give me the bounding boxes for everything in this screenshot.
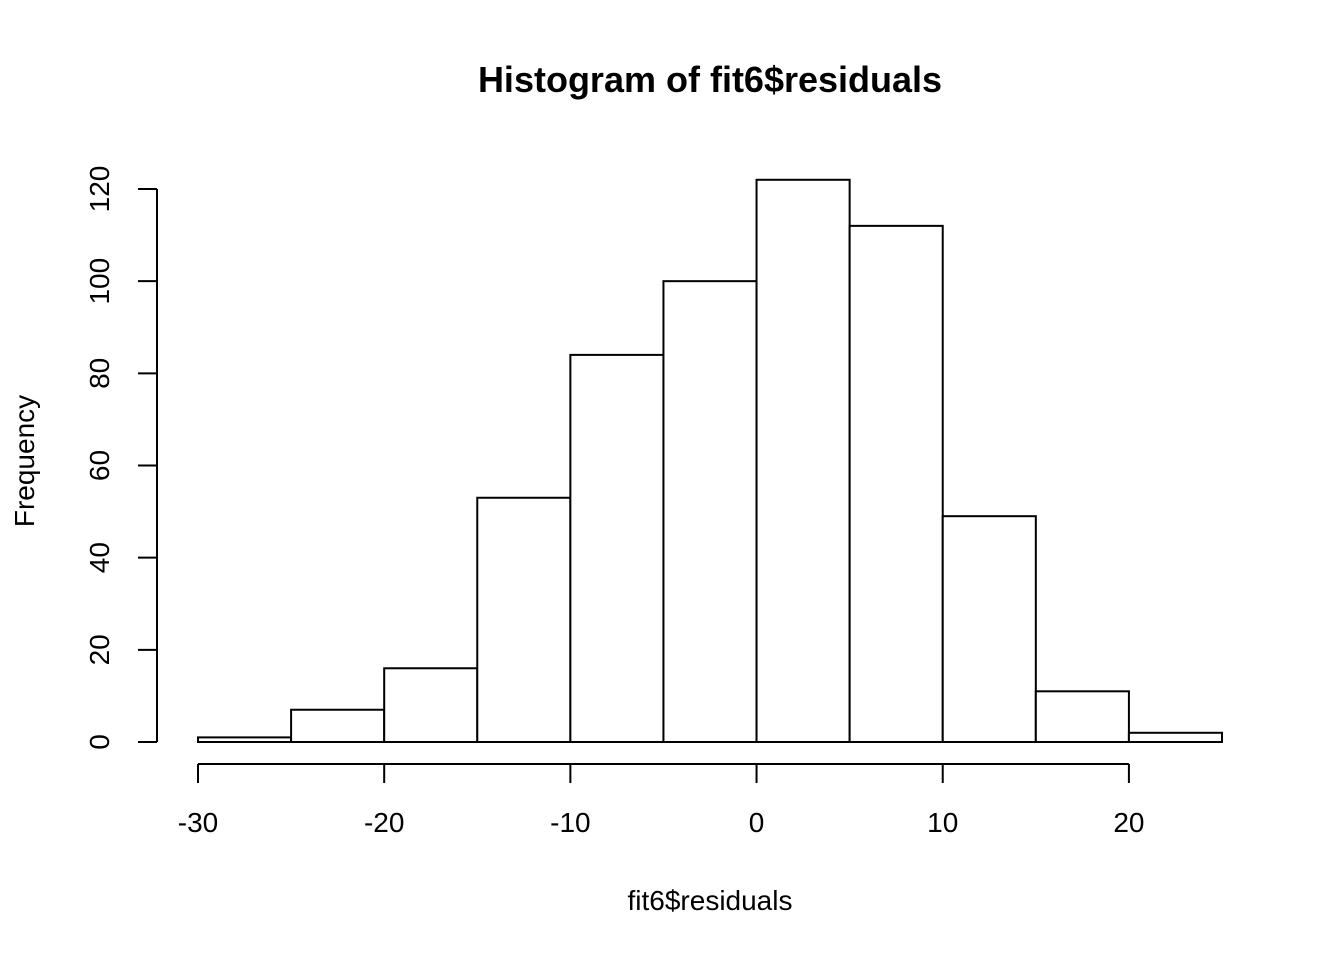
histogram-bar <box>662 280 758 743</box>
histogram-bar <box>290 708 386 743</box>
y-tick-label: 0 <box>84 734 115 750</box>
chart-title: Histogram of fit6$residuals <box>478 59 942 100</box>
y-tick-label: 60 <box>84 450 115 481</box>
y-axis: 0 20 40 60 80 100 120 <box>84 166 158 750</box>
x-tick-label: -10 <box>550 807 590 838</box>
histogram-bar <box>941 515 1037 743</box>
x-tick-label: 20 <box>1113 807 1144 838</box>
histogram-bar <box>569 353 665 743</box>
x-tick-label: -20 <box>364 807 404 838</box>
x-tick-label: 10 <box>927 807 958 838</box>
x-axis: -30 -20 -10 0 10 20 <box>178 763 1144 838</box>
y-tick-label: 120 <box>84 166 115 213</box>
histogram-bar <box>1127 731 1223 743</box>
bars-group <box>197 178 1223 744</box>
y-tick-label: 100 <box>84 258 115 305</box>
y-tick-label: 80 <box>84 358 115 389</box>
histogram-bar <box>476 496 572 743</box>
histogram-bar <box>755 178 851 744</box>
histogram-bar <box>848 224 944 744</box>
x-axis-label: fit6$residuals <box>628 885 793 916</box>
y-tick-label: 40 <box>84 542 115 573</box>
y-axis-label: Frequency <box>9 395 40 527</box>
x-tick-label: -30 <box>178 807 218 838</box>
histogram-bar <box>383 667 479 743</box>
x-tick-label: 0 <box>749 807 765 838</box>
histogram-bar <box>1034 690 1130 744</box>
histogram-bar <box>197 736 293 743</box>
y-tick-label: 20 <box>84 634 115 665</box>
